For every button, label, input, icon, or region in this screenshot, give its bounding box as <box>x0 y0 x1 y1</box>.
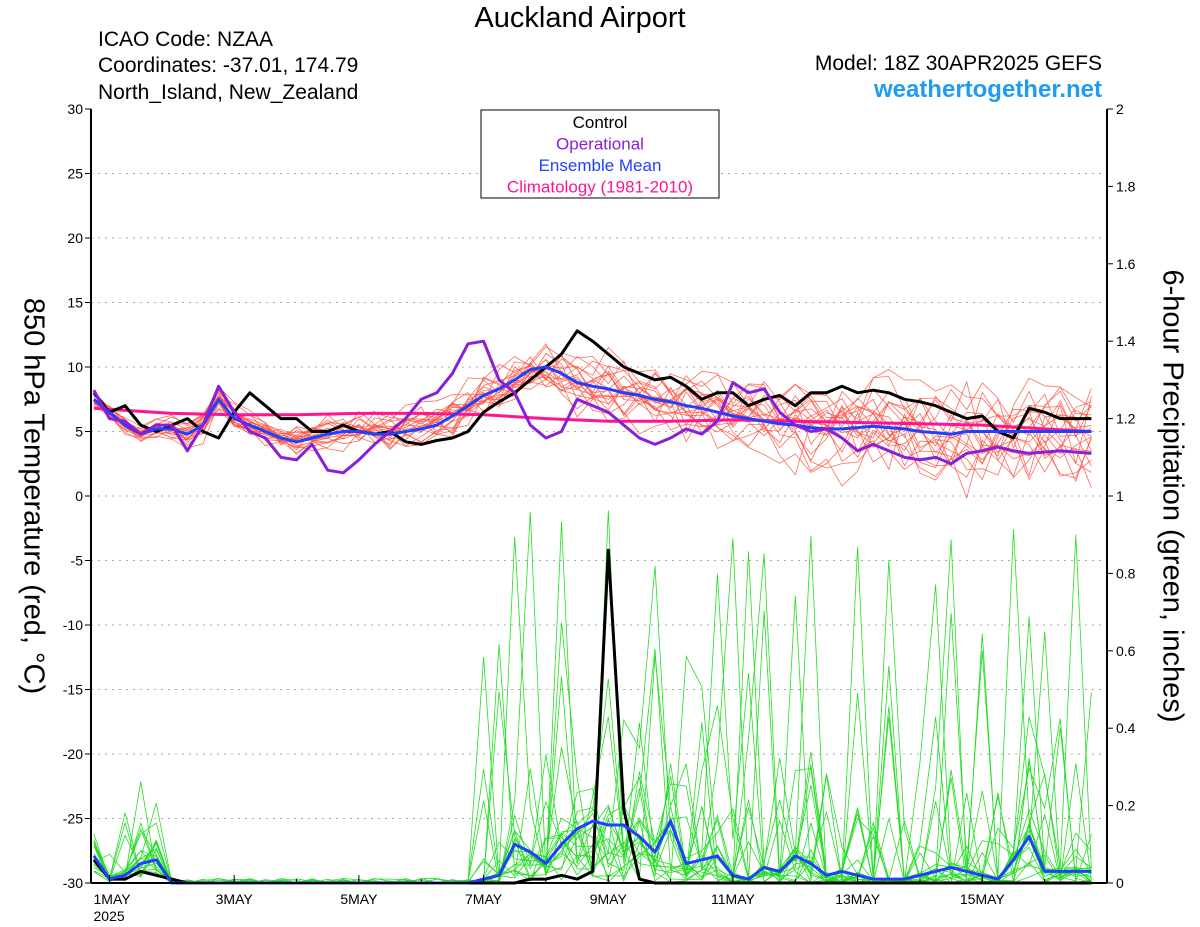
precip-member-line <box>93 722 1092 884</box>
operational-line <box>92 339 1092 475</box>
legend-entry: Operational <box>556 135 644 154</box>
temp-member-line <box>93 346 1092 478</box>
y2-tick-label: 1.8 <box>1116 178 1136 194</box>
icao-code: ICAO Code: NZAA <box>98 28 274 51</box>
grid-lines <box>91 173 1107 819</box>
y-tick-label: -20 <box>63 746 83 762</box>
x-tick-label: 7MAY <box>465 891 503 907</box>
y2-tick-label: 0 <box>1116 875 1124 891</box>
series-lines <box>92 329 1092 885</box>
temp-member-line <box>93 352 1092 488</box>
y2-tick-label: 2 <box>1116 101 1124 117</box>
x-tick-label: 3MAY <box>216 891 254 907</box>
x-tick-label: 15MAY <box>960 891 1006 907</box>
precip-member-line <box>93 553 1092 884</box>
legend: Control Operational Ensemble Mean Climatolo… <box>480 109 720 199</box>
y-tick-label: 15 <box>67 295 83 311</box>
temp-member-line <box>93 368 1092 449</box>
temp-member-line <box>93 356 1092 483</box>
temp-member-line <box>93 365 1092 481</box>
y-tick-label: 5 <box>75 424 83 440</box>
y-tick-label: -25 <box>63 811 83 827</box>
y2-tick-label: 0.4 <box>1116 720 1136 736</box>
y2-tick-label: 1.6 <box>1116 256 1136 272</box>
model-run: Model: 18Z 30APR2025 GEFS <box>814 52 1102 75</box>
coordinates: Coordinates: -37.01, 174.79 <box>98 54 359 77</box>
y-tick-label: -5 <box>71 553 84 569</box>
temp-member-line <box>93 358 1092 500</box>
x-tick-year: 2025 <box>94 908 125 924</box>
y2-tick-label: 0.2 <box>1116 798 1136 814</box>
x-tick-label: 5MAY <box>340 891 378 907</box>
precip-member-line <box>93 595 1092 884</box>
precip-member-line <box>93 538 1092 884</box>
ensemble-mean-line <box>92 365 1092 444</box>
chart-title: Auckland Airport <box>474 2 686 34</box>
site-link[interactable]: weathertogether.net <box>873 76 1102 103</box>
y-tick-label: 25 <box>67 166 83 182</box>
y-tick-label: -10 <box>63 617 83 633</box>
control-line <box>92 329 1092 446</box>
legend-box <box>480 109 720 199</box>
y2-tick-label: 1 <box>1116 488 1124 504</box>
temp-member-line <box>93 352 1092 457</box>
x-tick-label: 1MAY <box>94 891 132 907</box>
y-tick-label: 0 <box>75 488 83 504</box>
x-tick-label: 11MAY <box>711 891 755 907</box>
y-tick-label: -30 <box>63 875 83 891</box>
y2-tick-label: 1.4 <box>1116 333 1136 349</box>
control-precip-line <box>92 548 1092 885</box>
temp-member-line <box>93 374 1092 477</box>
temp-member-line <box>93 361 1092 474</box>
legend-entry: Ensemble Mean <box>539 156 662 175</box>
precip-member-lines <box>93 510 1092 884</box>
legend-entry: Climatology (1981-2010) <box>507 178 693 197</box>
region: North_Island, New_Zealand <box>98 81 359 104</box>
y-tick-label: 10 <box>67 359 83 375</box>
x-tick-label: 13MAY <box>835 891 881 907</box>
temp-member-line <box>93 346 1092 467</box>
legend-entry: Control <box>573 113 628 132</box>
y-tick-label: 30 <box>67 101 83 117</box>
y2-tick-label: 0.8 <box>1116 565 1136 581</box>
y2-tick-label: 0.6 <box>1116 643 1136 659</box>
y2-tick-label: 1.2 <box>1116 411 1136 427</box>
axes: 302520151050-5-10-15-20-25-3021.81.61.41… <box>63 101 1136 924</box>
y-tick-label: -15 <box>63 682 83 698</box>
x-tick-label: 9MAY <box>590 891 628 907</box>
y-tick-label: 20 <box>67 230 83 246</box>
